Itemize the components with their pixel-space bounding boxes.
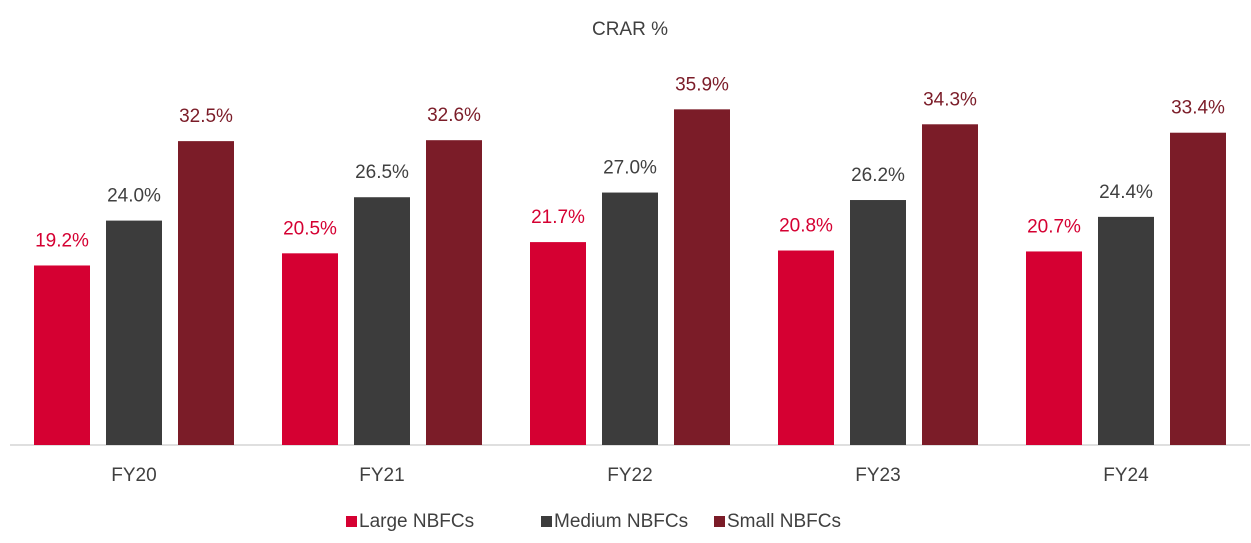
x-tick-label: FY23 bbox=[855, 465, 900, 486]
legend-label: Medium NBFCs bbox=[554, 511, 688, 532]
x-tick-label: FY24 bbox=[1103, 465, 1149, 486]
data-label: 21.7% bbox=[531, 207, 585, 228]
legend-swatch bbox=[346, 516, 357, 527]
x-tick-label: FY20 bbox=[111, 465, 156, 486]
data-label: 24.0% bbox=[107, 186, 161, 207]
data-label: 32.5% bbox=[179, 106, 233, 127]
bar bbox=[922, 124, 978, 446]
bar bbox=[1026, 251, 1082, 445]
bar bbox=[354, 197, 410, 445]
data-label: 20.5% bbox=[283, 218, 337, 239]
data-label: 26.2% bbox=[851, 165, 905, 186]
bar bbox=[850, 200, 906, 445]
data-label: 32.6% bbox=[427, 105, 481, 126]
legend-label: Small NBFCs bbox=[727, 511, 841, 532]
data-label: 27.0% bbox=[603, 158, 657, 179]
bar bbox=[530, 242, 586, 445]
data-label: 20.7% bbox=[1027, 216, 1081, 237]
data-label: 34.3% bbox=[923, 89, 977, 110]
data-label: 20.8% bbox=[779, 216, 833, 237]
data-label: 19.2% bbox=[35, 230, 89, 251]
bar bbox=[674, 109, 730, 446]
bar bbox=[1098, 216, 1154, 445]
bar bbox=[282, 253, 338, 445]
bar bbox=[34, 265, 90, 445]
x-tick-label: FY21 bbox=[359, 465, 404, 486]
data-label: 26.5% bbox=[355, 162, 409, 183]
data-label: 24.4% bbox=[1099, 182, 1153, 203]
bar bbox=[106, 220, 162, 445]
legend-swatch bbox=[714, 516, 725, 527]
bar bbox=[178, 141, 234, 445]
data-label: 33.4% bbox=[1171, 98, 1225, 119]
data-label: 35.9% bbox=[675, 74, 729, 95]
bar bbox=[426, 140, 482, 445]
legend-swatch bbox=[541, 516, 552, 527]
bar bbox=[778, 250, 834, 445]
legend-label: Large NBFCs bbox=[359, 511, 474, 532]
x-tick-label: FY22 bbox=[607, 465, 652, 486]
bar bbox=[1170, 132, 1226, 445]
bar bbox=[602, 192, 658, 445]
chart-title: CRAR % bbox=[592, 19, 668, 40]
